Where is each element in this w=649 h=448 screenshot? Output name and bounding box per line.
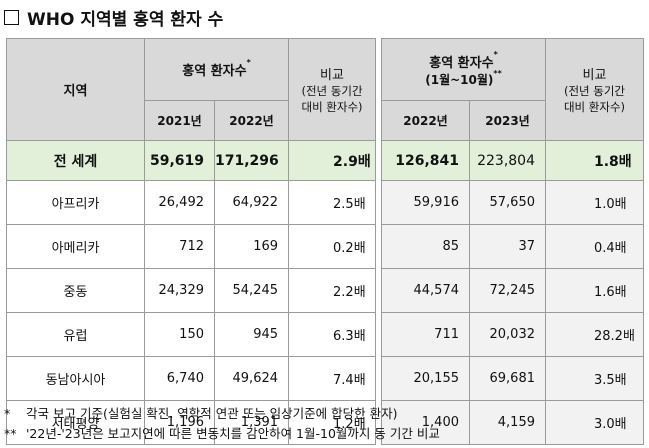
table-row: 1,400 4,159 3.0배 [381,400,644,445]
table-row: 서태평양 1,196 1,391 1.2배 [6,400,377,445]
header-year-2022: 2022년 [213,100,290,141]
footnote: ** '22년-'23년은 보고지연에 따른 변동치를 감안하여 1월-10월까지… [4,426,440,441]
table-row: 711 20,032 28.2배 [381,312,644,357]
table-row: 동남아시아 6,740 49,624 7.4배 [6,356,377,401]
table-row: 126,841 223,804 1.8배 [381,140,644,181]
table-row: 59,916 57,650 1.0배 [381,180,644,225]
header-period-cases: 홍역 환자수* (1월~10월)** [381,38,546,101]
header-year-2021: 2021년 [144,100,215,141]
table-row: 44,574 72,245 1.6배 [381,268,644,313]
table-row: 아프리카 26,492 64,922 2.5배 [6,180,377,225]
table-row: 전 세계 59,619 171,296 2.9배 [6,140,377,181]
annual-table: 지역 홍역 환자수* 비교 (전년 동기간 대비 환자수) 2021년 2022… [6,38,377,445]
header-compare: 비교 (전년 동기간 대비 환자수) [288,38,377,141]
table-row: 85 37 0.4배 [381,224,644,269]
footnotes: * 각국 보고 기준(실험실 확진, 역학적 연관 또는 임상기준에 합당한 환자… [4,404,440,444]
page-title: WHO 지역별 홍역 환자 수 [4,4,223,30]
header-cases: 홍역 환자수* [143,38,290,101]
period-table: 홍역 환자수* (1월~10월)** 비교 (전년 동기간 대비 환자수) 20… [381,38,644,445]
header-region: 지역 [6,38,145,141]
title-text: WHO 지역별 홍역 환자 수 [27,9,224,30]
table-row: 중동 24,329 54,245 2.2배 [6,268,377,313]
table-row: 유럽 150 945 6.3배 [6,312,377,357]
table-row: 아메리카 712 169 0.2배 [6,224,377,269]
header-compare-period: 비교 (전년 동기간 대비 환자수) [545,38,644,141]
header-period-2023: 2023년 [469,100,546,141]
header-period-2022: 2022년 [381,100,470,141]
checkbox-square-icon [4,9,19,25]
footnote: * 각국 보고 기준(실험실 확진, 역학적 연관 또는 임상기준에 합당한 환자… [4,406,398,421]
table-row: 20,155 69,681 3.5배 [381,356,644,401]
